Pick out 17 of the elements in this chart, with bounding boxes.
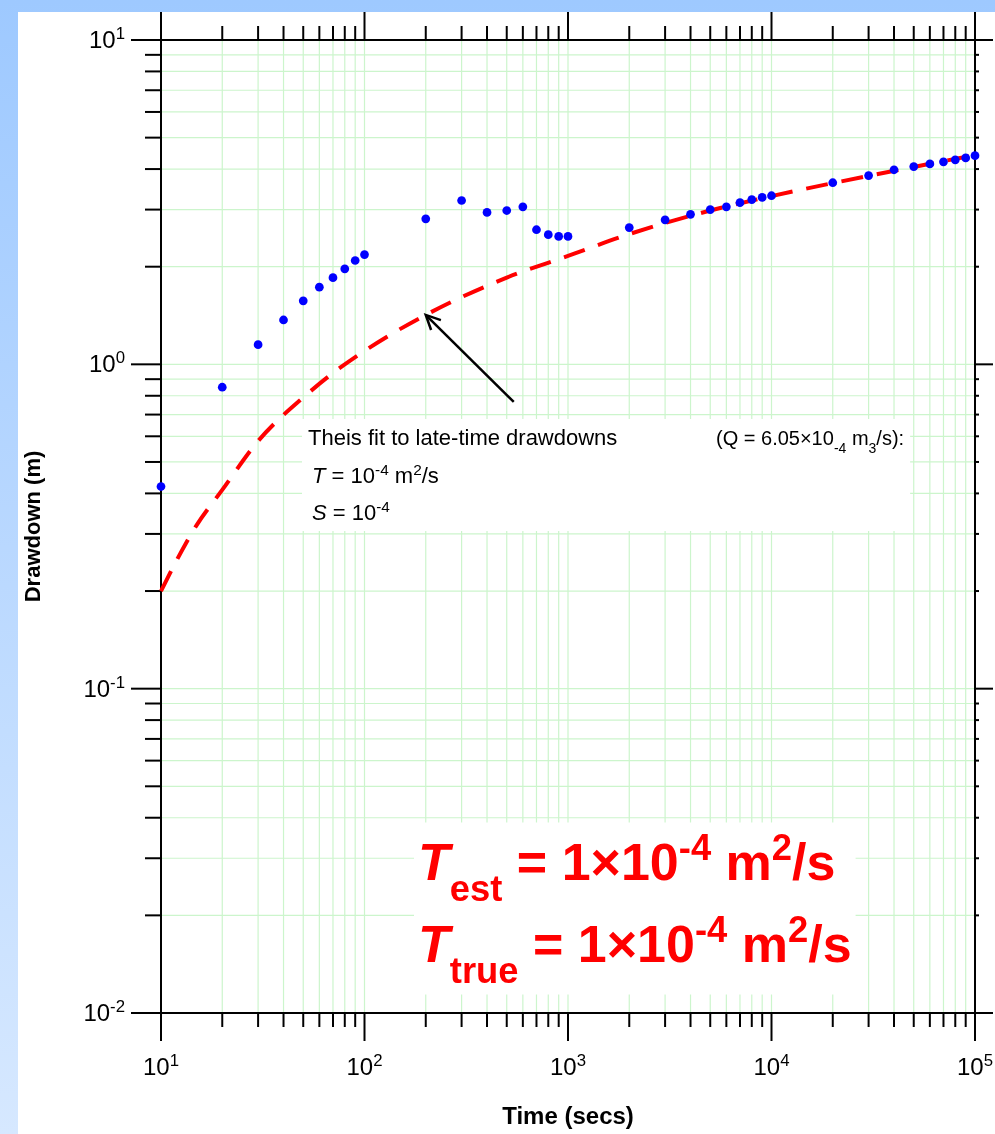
y-tick-label: 10$^{0}$ <box>88 347 125 378</box>
x-tick-label: 10$^{1}$ <box>142 1050 180 1080</box>
annotation: (Q = 6.05×10$_{-4}$ m$_{3}$/s): <box>716 427 905 456</box>
x-axis-title: Time (secs) <box>502 1102 634 1129</box>
annotation: T$_{true}$ = 1×10$^{-4}$ m$^{2}$/s <box>418 908 852 991</box>
x-tick-label: 10$^{2}$ <box>346 1050 383 1080</box>
x-tick-label: 10$^{3}$ <box>549 1050 587 1080</box>
y-tick-label: 10$^{-2}$ <box>83 996 125 1026</box>
y-tick-label: 10$^{1}$ <box>88 23 125 53</box>
annotation: Theis fit to late-time drawdowns <box>308 425 618 450</box>
annotation: T$_{est}$ = 1×10$^{-4}$ m$^{2}$/s <box>418 826 836 909</box>
annotation: T = 10$^{-4}$ m$^{2}$/s <box>312 460 439 488</box>
x-tick-label: 10$^{5}$ <box>956 1050 994 1080</box>
y-axis-title: Drawdown (m) <box>20 450 45 603</box>
x-tick-label: 10$^{4}$ <box>753 1050 790 1080</box>
annotation: S = 10$^{-4}$ <box>312 497 391 525</box>
y-tick-label: 10$^{-1}$ <box>83 672 125 702</box>
